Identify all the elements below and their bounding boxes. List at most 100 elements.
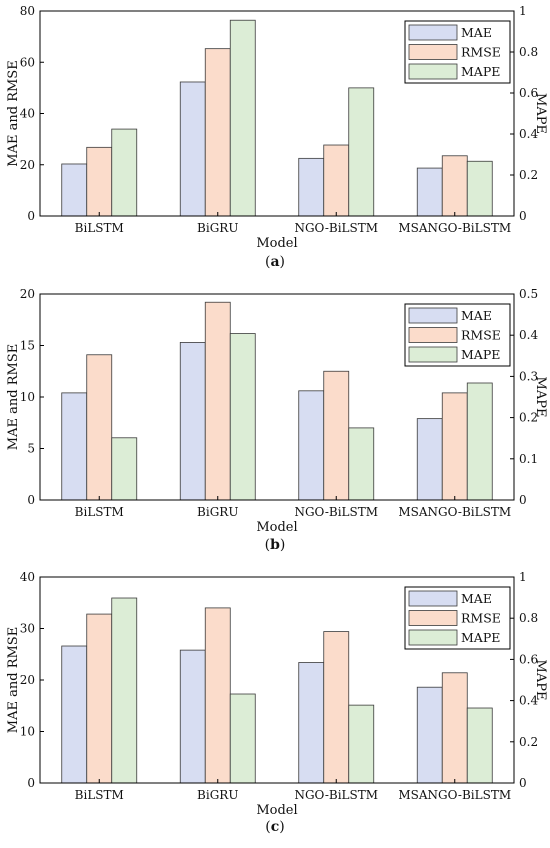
bar-mape-4: [466, 382, 493, 501]
bar-mape-2: [229, 19, 256, 217]
y2-tick-label: 0.2: [519, 411, 538, 425]
bar-rmse-2: [204, 607, 231, 784]
y2-tick-label: 0.4: [519, 694, 538, 708]
legend-label-mape: MAPE: [461, 630, 500, 645]
y-tick-label: 60: [20, 55, 35, 69]
x-axis-title: Model: [256, 520, 297, 535]
bar-mape-3: [348, 87, 375, 217]
legend-swatch-mae: [408, 24, 458, 41]
legend-label-rmse: RMSE: [461, 611, 501, 626]
x-tick-label: BiGRU: [197, 505, 238, 519]
legend-swatch-mae: [408, 307, 458, 324]
bar-rmse-3: [323, 631, 350, 784]
y-axis-title: MAE and RMSE: [6, 627, 21, 733]
y2-tick-label: 0.2: [519, 168, 538, 182]
bar-rmse-2: [204, 301, 231, 501]
bar-mae-3: [298, 390, 325, 501]
bar-mape-1: [111, 597, 138, 784]
legend: MAE RMSE MAPE: [404, 586, 511, 650]
y-tick-label: 5: [27, 442, 35, 456]
chart-panel-1: BiLSTM BiGRU NGO-BiLSTM MSANGO-BiLSTM 0 20 40 6…: [6, 4, 548, 270]
bar-mape-3: [348, 427, 375, 501]
y2-tick-label: 0.6: [519, 652, 538, 666]
bar-mae-2: [179, 342, 206, 501]
x-tick-label: BiLSTM: [75, 221, 124, 235]
bar-mae-3: [298, 157, 325, 217]
y2-tick-label: 0.1: [519, 452, 538, 466]
x-tick-label: MSANGO-BiLSTM: [398, 505, 511, 519]
y2-tick-label: 0.8: [519, 611, 538, 625]
legend-swatch-mape: [408, 63, 458, 80]
y-tick-label: 80: [20, 4, 35, 18]
legend-swatch-rmse: [408, 327, 458, 343]
x-tick-label: NGO-BiLSTM: [294, 788, 378, 802]
bar-rmse-4: [441, 155, 468, 217]
y-tick-label: 10: [20, 725, 35, 739]
legend-label-rmse: RMSE: [461, 328, 501, 343]
y-tick-label: 20: [20, 287, 35, 301]
y-tick-label: 10: [20, 390, 35, 404]
bar-mae-2: [179, 81, 206, 217]
bar-mae-4: [416, 418, 443, 501]
panel-caption: (c): [265, 819, 284, 835]
bar-rmse-3: [323, 370, 350, 501]
bar-rmse-1: [86, 354, 113, 501]
y-tick-label: 0: [27, 493, 35, 507]
legend-label-mae: MAE: [461, 25, 492, 40]
panel-caption: (b): [265, 537, 286, 553]
chart-panel-2: BiLSTM BiGRU NGO-BiLSTM MSANGO-BiLSTM 0 5 10 15…: [6, 287, 548, 553]
y2-tick-label: 1: [519, 570, 527, 584]
bar-rmse-1: [86, 146, 113, 217]
y2-axis-title: MAPE: [533, 377, 548, 418]
x-tick-label: MSANGO-BiLSTM: [398, 788, 511, 802]
bar-mae-1: [61, 645, 88, 784]
legend-swatch-mape: [408, 346, 458, 363]
bar-mae-3: [298, 662, 325, 784]
legend-swatch-rmse: [408, 610, 458, 626]
bar-mape-4: [466, 160, 493, 217]
y2-tick-label: 1: [519, 4, 527, 18]
bar-rmse-3: [323, 144, 350, 217]
legend-label-rmse: RMSE: [461, 45, 501, 60]
y2-tick-label: 0.8: [519, 45, 538, 59]
y-tick-label: 0: [27, 209, 35, 223]
y-tick-label: 15: [20, 339, 35, 353]
y2-axis-title: MAPE: [533, 93, 548, 134]
y-axis-title: MAE and RMSE: [6, 60, 21, 166]
y2-tick-label: 0.3: [519, 369, 538, 383]
x-axis-title: Model: [256, 803, 297, 818]
x-tick-label: NGO-BiLSTM: [294, 221, 378, 235]
bar-mape-4: [466, 707, 493, 784]
bar-rmse-2: [204, 48, 231, 217]
legend-label-mae: MAE: [461, 308, 492, 323]
bar-mape-2: [229, 693, 256, 784]
y2-tick-label: 0: [519, 493, 527, 507]
y-tick-label: 20: [20, 158, 35, 172]
y-tick-label: 30: [20, 622, 35, 636]
legend-swatch-rmse: [408, 44, 458, 60]
x-tick-label: BiLSTM: [75, 788, 124, 802]
legend-label-mape: MAPE: [461, 347, 500, 362]
bar-mae-1: [61, 392, 88, 501]
y2-axis-title: MAPE: [533, 660, 548, 701]
bar-mape-1: [111, 128, 138, 217]
y2-tick-label: 0: [519, 209, 527, 223]
y2-tick-label: 0.4: [519, 127, 538, 141]
y2-tick-label: 0.6: [519, 86, 538, 100]
y2-tick-label: 0.4: [519, 328, 538, 342]
x-tick-label: BiLSTM: [75, 505, 124, 519]
bar-mae-4: [416, 686, 443, 784]
panel-caption: (a): [265, 254, 285, 270]
y-tick-label: 20: [20, 673, 35, 687]
legend: MAE RMSE MAPE: [404, 303, 511, 367]
bar-rmse-1: [86, 613, 113, 784]
bar-mae-1: [61, 163, 88, 217]
bar-rmse-4: [441, 672, 468, 784]
y-tick-label: 40: [20, 107, 35, 121]
y-axis-title: MAE and RMSE: [6, 344, 21, 450]
x-tick-label: BiGRU: [197, 221, 238, 235]
x-tick-label: NGO-BiLSTM: [294, 505, 378, 519]
bar-mape-2: [229, 333, 256, 501]
